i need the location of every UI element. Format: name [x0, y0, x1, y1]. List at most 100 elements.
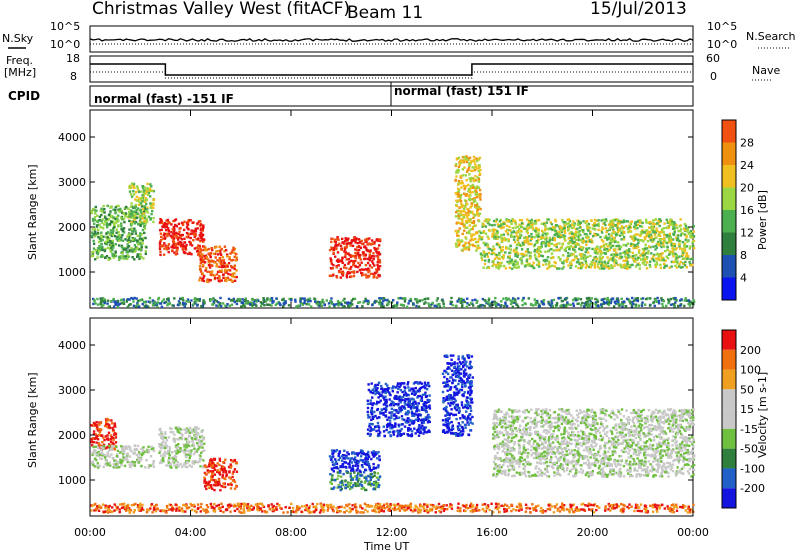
data-cell: [93, 240, 95, 242]
data-cell: [90, 235, 92, 237]
data-cell: [429, 305, 431, 307]
data-cell: [596, 246, 598, 248]
data-cell: [460, 203, 462, 205]
data-cell: [682, 254, 684, 256]
data-cell: [133, 211, 135, 213]
data-cell: [100, 449, 102, 451]
data-cell: [544, 238, 546, 240]
data-cell: [255, 305, 257, 307]
data-cell: [475, 190, 477, 192]
data-cell: [649, 304, 651, 306]
data-cell: [479, 198, 481, 200]
data-cell: [621, 227, 623, 229]
data-cell: [368, 270, 370, 272]
data-cell: [338, 271, 340, 273]
data-cell: [597, 263, 599, 265]
data-cell: [686, 241, 688, 243]
data-cell: [94, 231, 96, 233]
data-cell: [210, 279, 212, 281]
data-cell: [551, 243, 553, 245]
data-cell: [458, 222, 460, 224]
data-cell: [115, 232, 117, 234]
data-cell: [608, 301, 610, 303]
data-cell: [133, 297, 135, 299]
data-cell: [138, 197, 140, 199]
data-cell: [552, 305, 554, 307]
data-cell: [276, 303, 278, 305]
data-cell: [161, 442, 163, 444]
data-cell: [481, 259, 483, 261]
data-cell: [341, 238, 343, 240]
data-cell: [115, 463, 117, 465]
data-cell: [458, 166, 460, 168]
data-cell: [213, 479, 215, 481]
data-cell: [298, 305, 300, 307]
data-cell: [116, 455, 118, 457]
data-cell: [663, 267, 665, 269]
data-cell: [539, 250, 541, 252]
data-cell: [124, 238, 126, 240]
data-cell: [173, 297, 175, 299]
data-cell: [157, 301, 159, 303]
data-cell: [346, 451, 348, 453]
data-cell: [551, 239, 553, 241]
data-cell: [668, 227, 670, 229]
data-cell: [586, 249, 588, 251]
data-cell: [106, 459, 108, 461]
data-cell: [163, 298, 165, 300]
data-cell: [357, 266, 359, 268]
data-cell: [464, 156, 466, 158]
data-cell: [142, 208, 144, 210]
data-cell: [305, 303, 307, 305]
data-cell: [354, 298, 356, 300]
data-cell: [133, 258, 135, 260]
data-cell: [357, 302, 359, 304]
data-cell: [201, 435, 203, 437]
data-cell: [134, 207, 136, 209]
data-cell: [474, 163, 476, 165]
data-cell: [234, 468, 236, 470]
data-cell: [334, 256, 336, 258]
data-cell: [500, 300, 502, 302]
data-cell: [97, 232, 99, 234]
data-cell: [371, 260, 373, 262]
data-cell: [687, 255, 689, 257]
data-cell: [644, 264, 646, 266]
data-cell: [624, 260, 626, 262]
data-cell: [235, 462, 237, 464]
data-cell: [129, 449, 131, 451]
data-cell: [131, 182, 133, 184]
data-cell: [511, 268, 513, 270]
data-cell: [509, 255, 511, 257]
data-cell: [473, 156, 475, 158]
data-cell: [491, 224, 493, 226]
cpid-mode-1: normal (fast) -151 IF: [94, 92, 234, 106]
data-cell: [642, 262, 644, 264]
data-cell: [299, 300, 301, 302]
data-cell: [671, 265, 673, 267]
data-cell: [185, 438, 187, 440]
data-cell: [538, 219, 540, 221]
data-cell: [463, 188, 465, 190]
data-cell: [99, 431, 101, 433]
data-cell: [122, 258, 124, 260]
nsky-tick-top: 10^5: [50, 20, 80, 33]
data-cell: [674, 265, 676, 267]
data-cell: [621, 256, 623, 258]
data-cell: [176, 248, 178, 250]
data-cell: [200, 442, 202, 444]
data-cell: [224, 246, 226, 248]
data-cell: [173, 458, 175, 460]
data-cell: [117, 300, 119, 302]
data-cell: [178, 431, 180, 433]
data-cell: [191, 437, 193, 439]
data-cell: [551, 223, 553, 225]
data-cell: [227, 265, 229, 267]
data-cell: [492, 233, 494, 235]
data-cell: [175, 444, 177, 446]
data-cell: [236, 300, 238, 302]
data-cell: [144, 237, 146, 239]
data-cell: [595, 303, 597, 305]
data-cell: [201, 239, 203, 241]
data-cell: [616, 254, 618, 256]
